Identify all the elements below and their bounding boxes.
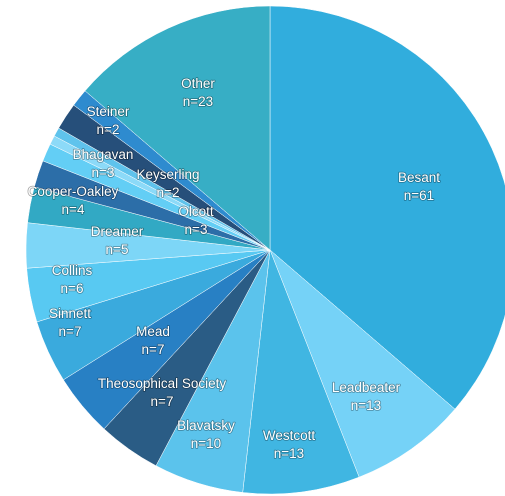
slice-name-olcott: Olcott	[178, 204, 214, 219]
slice-count-mead: n=7	[142, 342, 165, 357]
slice-label-besant: Besant n=61	[398, 170, 440, 203]
slice-besant	[269, 5, 505, 410]
slice-westcott	[242, 249, 360, 495]
slice-count-leadbeater: n=13	[351, 398, 381, 413]
slice-label-blavatsky: Blavatsky n=10	[177, 418, 235, 451]
slice-leadbeater	[269, 249, 456, 478]
slice-name-mead: Mead	[136, 324, 170, 339]
slice-name-leadbeater: Leadbeater	[332, 380, 401, 395]
slice-name-blavatsky: Blavatsky	[177, 418, 235, 433]
slice-count-other: n=23	[183, 94, 213, 109]
slice-label-westcott: Westcott n=13	[263, 428, 316, 461]
pie-slices	[25, 5, 505, 495]
slice-label-cooper-oakley: Cooper-Oakley n=4	[28, 184, 119, 217]
slice-name-collins: Collins	[52, 263, 93, 278]
slice-label-other: Other n=23	[181, 76, 215, 109]
pie-labels: Besant n=61 Leadbeater n=13 Westcott n=13 Blav…	[27, 75, 441, 462]
slice-count-bhagavan: n=3	[92, 165, 115, 180]
slice-label-bhagavan: Bhagavan n=3	[73, 147, 134, 180]
slice-name-cooper-oakley: Cooper-Oakley	[28, 184, 119, 199]
slice-label-steiner: Steiner n=2	[87, 104, 130, 137]
slice-name-other: Other	[181, 76, 215, 91]
slice-label-collins: Collins n=6	[52, 263, 93, 296]
slice-name-steiner: Steiner	[87, 104, 130, 119]
slice-label-keyserling: Keyserling n=2	[136, 167, 199, 200]
slice-label-leadbeater: Leadbeater n=13	[332, 380, 401, 413]
slice-count-collins: n=6	[61, 281, 84, 296]
slice-name-bhagavan: Bhagavan	[73, 147, 134, 162]
slice-label-dreamer: Dreamer n=5	[91, 224, 144, 257]
slice-count-dreamer: n=5	[106, 242, 129, 257]
slice-count-theosophical-society: n=7	[151, 394, 174, 409]
slice-count-cooper-oakley: n=4	[62, 202, 85, 217]
slice-count-blavatsky: n=10	[191, 436, 221, 451]
slice-name-theosophical-society: Theosophical Society	[98, 376, 227, 391]
slice-other	[84, 5, 271, 251]
slice-name-keyserling: Keyserling	[136, 167, 199, 182]
slice-label-theosophical-society: Theosophical Society n=7	[98, 376, 227, 409]
slice-count-besant: n=61	[404, 188, 434, 203]
slice-label-mead: Mead n=7	[136, 324, 170, 357]
slice-name-sinnett: Sinnett	[49, 306, 91, 321]
slice-count-olcott: n=3	[185, 222, 208, 237]
slice-label-olcott: Olcott n=3	[178, 204, 214, 237]
slice-name-besant: Besant	[398, 170, 440, 185]
slice-count-sinnett: n=7	[59, 324, 82, 339]
slice-count-keyserling: n=2	[157, 185, 180, 200]
slice-name-dreamer: Dreamer	[91, 224, 144, 239]
slice-count-steiner: n=2	[97, 122, 120, 137]
slice-name-westcott: Westcott	[263, 428, 316, 443]
slice-count-westcott: n=13	[274, 446, 304, 461]
slice-label-sinnett: Sinnett n=7	[49, 306, 91, 339]
